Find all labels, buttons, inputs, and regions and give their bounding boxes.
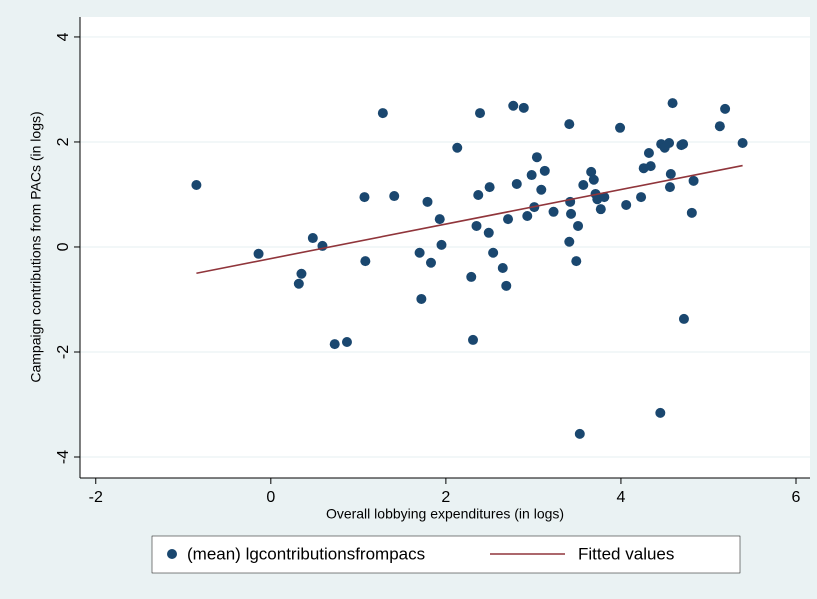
scatter-point: [539, 165, 550, 176]
legend: [151, 535, 741, 574]
scatter-point: [422, 196, 433, 207]
x-axis-title: Overall lobbying expenditures (in logs): [326, 506, 564, 522]
scatter-point: [678, 313, 689, 324]
scatter-point: [688, 175, 699, 186]
scatter-point: [643, 147, 654, 158]
scatter-point: [414, 247, 425, 258]
scatter-point: [253, 248, 264, 259]
y-tick-label: 0: [55, 242, 72, 251]
scatter-point: [615, 122, 626, 133]
scatter-point: [571, 256, 582, 267]
y-tick-label: -2: [55, 345, 72, 359]
y-axis-title: Campaign contributions from PACs (in log…: [28, 111, 44, 382]
x-tick-label: 6: [792, 489, 801, 506]
scatter-point: [564, 236, 575, 247]
scatter-point: [341, 337, 352, 348]
fitted-line: [196, 164, 743, 275]
scatter-point: [436, 239, 447, 250]
scatter-point: [293, 278, 304, 289]
scatter-point: [389, 191, 400, 202]
scatter-point: [595, 204, 606, 215]
scatter-point: [511, 178, 522, 189]
scatter-point: [522, 210, 533, 221]
scatter-point: [488, 247, 499, 258]
scatter-point: [359, 192, 370, 203]
scatter-point: [737, 138, 748, 149]
scatter-point: [686, 207, 697, 218]
scatter-point: [191, 180, 202, 191]
scatter-point: [574, 428, 585, 439]
scatter-point: [586, 166, 597, 177]
legend-label: Fitted values: [578, 544, 674, 563]
scatter-point: [636, 192, 647, 203]
scatter-point: [468, 334, 479, 345]
scatter-point: [497, 262, 508, 273]
scatter-point: [377, 108, 388, 119]
scatter-point: [475, 108, 486, 119]
scatter-point: [434, 214, 445, 225]
scatter-point: [360, 256, 371, 267]
scatter-point: [667, 98, 678, 109]
scatter-point: [483, 227, 494, 238]
scatter-point: [307, 233, 318, 244]
scatter-point: [296, 268, 307, 279]
scatter-point: [536, 184, 547, 195]
y-tick-label: 4: [55, 32, 72, 41]
scatter-point: [531, 152, 542, 163]
scatter-point: [564, 119, 575, 130]
scatter-point: [655, 407, 666, 418]
x-tick-label: 2: [441, 489, 450, 506]
scatter-point: [664, 138, 675, 149]
x-tick-label: 0: [266, 489, 275, 506]
scatter-point: [466, 271, 477, 282]
scatter-point: [664, 182, 675, 193]
scatter-point: [714, 121, 725, 132]
x-tick-label: -2: [89, 489, 103, 506]
scatter-point: [720, 103, 731, 114]
scatter-point: [573, 220, 584, 231]
y-tick-label: -4: [55, 450, 72, 464]
scatter-point: [329, 339, 340, 350]
scatter-point: [416, 293, 427, 304]
scatter-point: [645, 161, 656, 172]
scatter-point: [473, 189, 484, 200]
scatter-point: [588, 174, 599, 185]
scatter-point: [599, 192, 610, 203]
scatter-point: [678, 139, 689, 150]
legend-marker: [167, 549, 177, 559]
scatter-point: [452, 142, 463, 153]
scatter-point: [471, 220, 482, 231]
y-tick-label: 2: [55, 137, 72, 146]
scatter-point: [526, 170, 537, 181]
scatter-point: [501, 280, 512, 291]
scatter-point: [548, 206, 559, 217]
scatter-point: [621, 199, 632, 210]
scatter-point: [484, 182, 495, 193]
scatter-point: [566, 208, 577, 219]
scatter-point: [503, 214, 514, 225]
scatter-point: [578, 180, 589, 191]
scatter-point: [508, 100, 519, 111]
scatter-point: [425, 257, 436, 268]
x-tick-label: 4: [616, 489, 625, 506]
legend-label: (mean) lgcontributionsfrompacs: [187, 544, 425, 563]
scatter-point: [518, 102, 529, 113]
scatter-point: [665, 168, 676, 179]
